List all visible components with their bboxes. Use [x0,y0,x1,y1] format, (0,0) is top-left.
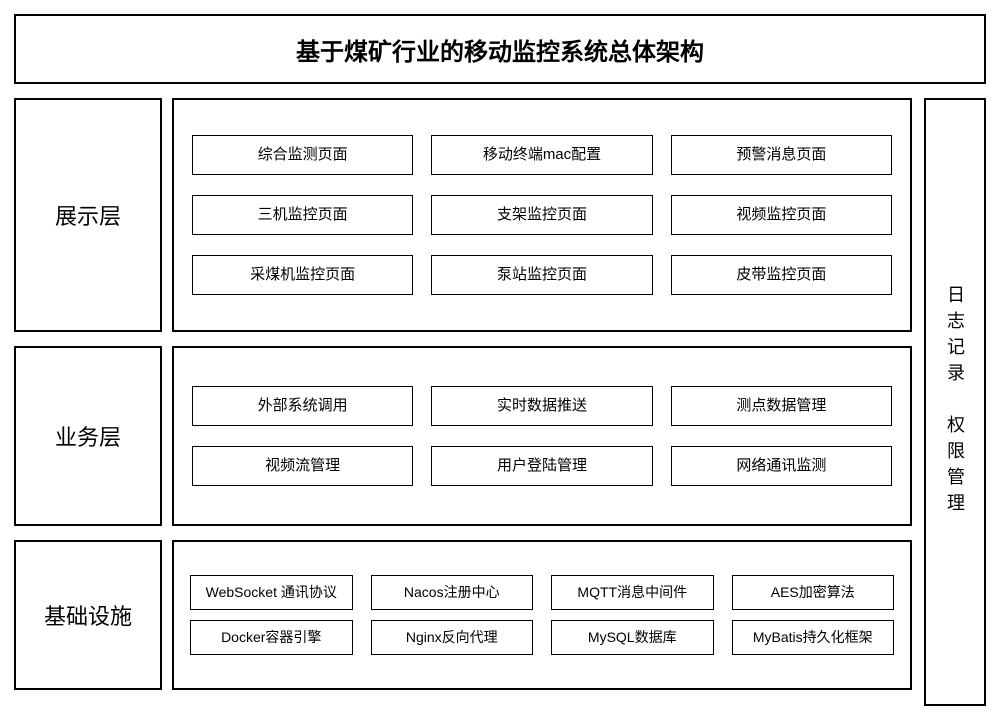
cell: 皮带监控页面 [671,255,892,295]
cell: Nginx反向代理 [371,620,534,655]
cell: 实时数据推送 [431,386,652,426]
layers-column: 展示层 综合监测页面 移动终端mac配置 预警消息页面 三机监控页面 支架监控页… [14,98,912,706]
main-row: 展示层 综合监测页面 移动终端mac配置 预警消息页面 三机监控页面 支架监控页… [14,98,986,706]
cell: MyBatis持久化框架 [732,620,895,655]
row: 外部系统调用 实时数据推送 测点数据管理 [192,386,892,426]
row: WebSocket 通讯协议 Nacos注册中心 MQTT消息中间件 AES加密… [190,575,894,610]
cell: 综合监测页面 [192,135,413,175]
cell: MySQL数据库 [551,620,714,655]
layer-body: 综合监测页面 移动终端mac配置 预警消息页面 三机监控页面 支架监控页面 视频… [172,98,912,332]
cell: AES加密算法 [732,575,895,610]
cell: 测点数据管理 [671,386,892,426]
cell: 用户登陆管理 [431,446,652,486]
cell: 三机监控页面 [192,195,413,235]
cell: 支架监控页面 [431,195,652,235]
cell: 外部系统调用 [192,386,413,426]
cell: Docker容器引擎 [190,620,353,655]
row: Docker容器引擎 Nginx反向代理 MySQL数据库 MyBatis持久化… [190,620,894,655]
cell: 网络通讯监测 [671,446,892,486]
cell: Nacos注册中心 [371,575,534,610]
cell: 视频监控页面 [671,195,892,235]
row: 综合监测页面 移动终端mac配置 预警消息页面 [192,135,892,175]
cell: 泵站监控页面 [431,255,652,295]
cell: 采煤机监控页面 [192,255,413,295]
row: 三机监控页面 支架监控页面 视频监控页面 [192,195,892,235]
cell: MQTT消息中间件 [551,575,714,610]
layer-infrastructure: 基础设施 WebSocket 通讯协议 Nacos注册中心 MQTT消息中间件 … [14,540,912,690]
vertical-strip: 日志记录 权限管理 [924,98,986,706]
cell: WebSocket 通讯协议 [190,575,353,610]
layer-body: WebSocket 通讯协议 Nacos注册中心 MQTT消息中间件 AES加密… [172,540,912,690]
cell: 预警消息页面 [671,135,892,175]
layer-body: 外部系统调用 实时数据推送 测点数据管理 视频流管理 用户登陆管理 网络通讯监测 [172,346,912,526]
layer-label: 展示层 [14,98,162,332]
layer-label: 基础设施 [14,540,162,690]
row: 采煤机监控页面 泵站监控页面 皮带监控页面 [192,255,892,295]
row: 视频流管理 用户登陆管理 网络通讯监测 [192,446,892,486]
layer-business: 业务层 外部系统调用 实时数据推送 测点数据管理 视频流管理 用户登陆管理 网络… [14,346,912,526]
layer-presentation: 展示层 综合监测页面 移动终端mac配置 预警消息页面 三机监控页面 支架监控页… [14,98,912,332]
cell: 移动终端mac配置 [431,135,652,175]
diagram-title: 基于煤矿行业的移动监控系统总体架构 [14,14,986,84]
layer-label: 业务层 [14,346,162,526]
cell: 视频流管理 [192,446,413,486]
